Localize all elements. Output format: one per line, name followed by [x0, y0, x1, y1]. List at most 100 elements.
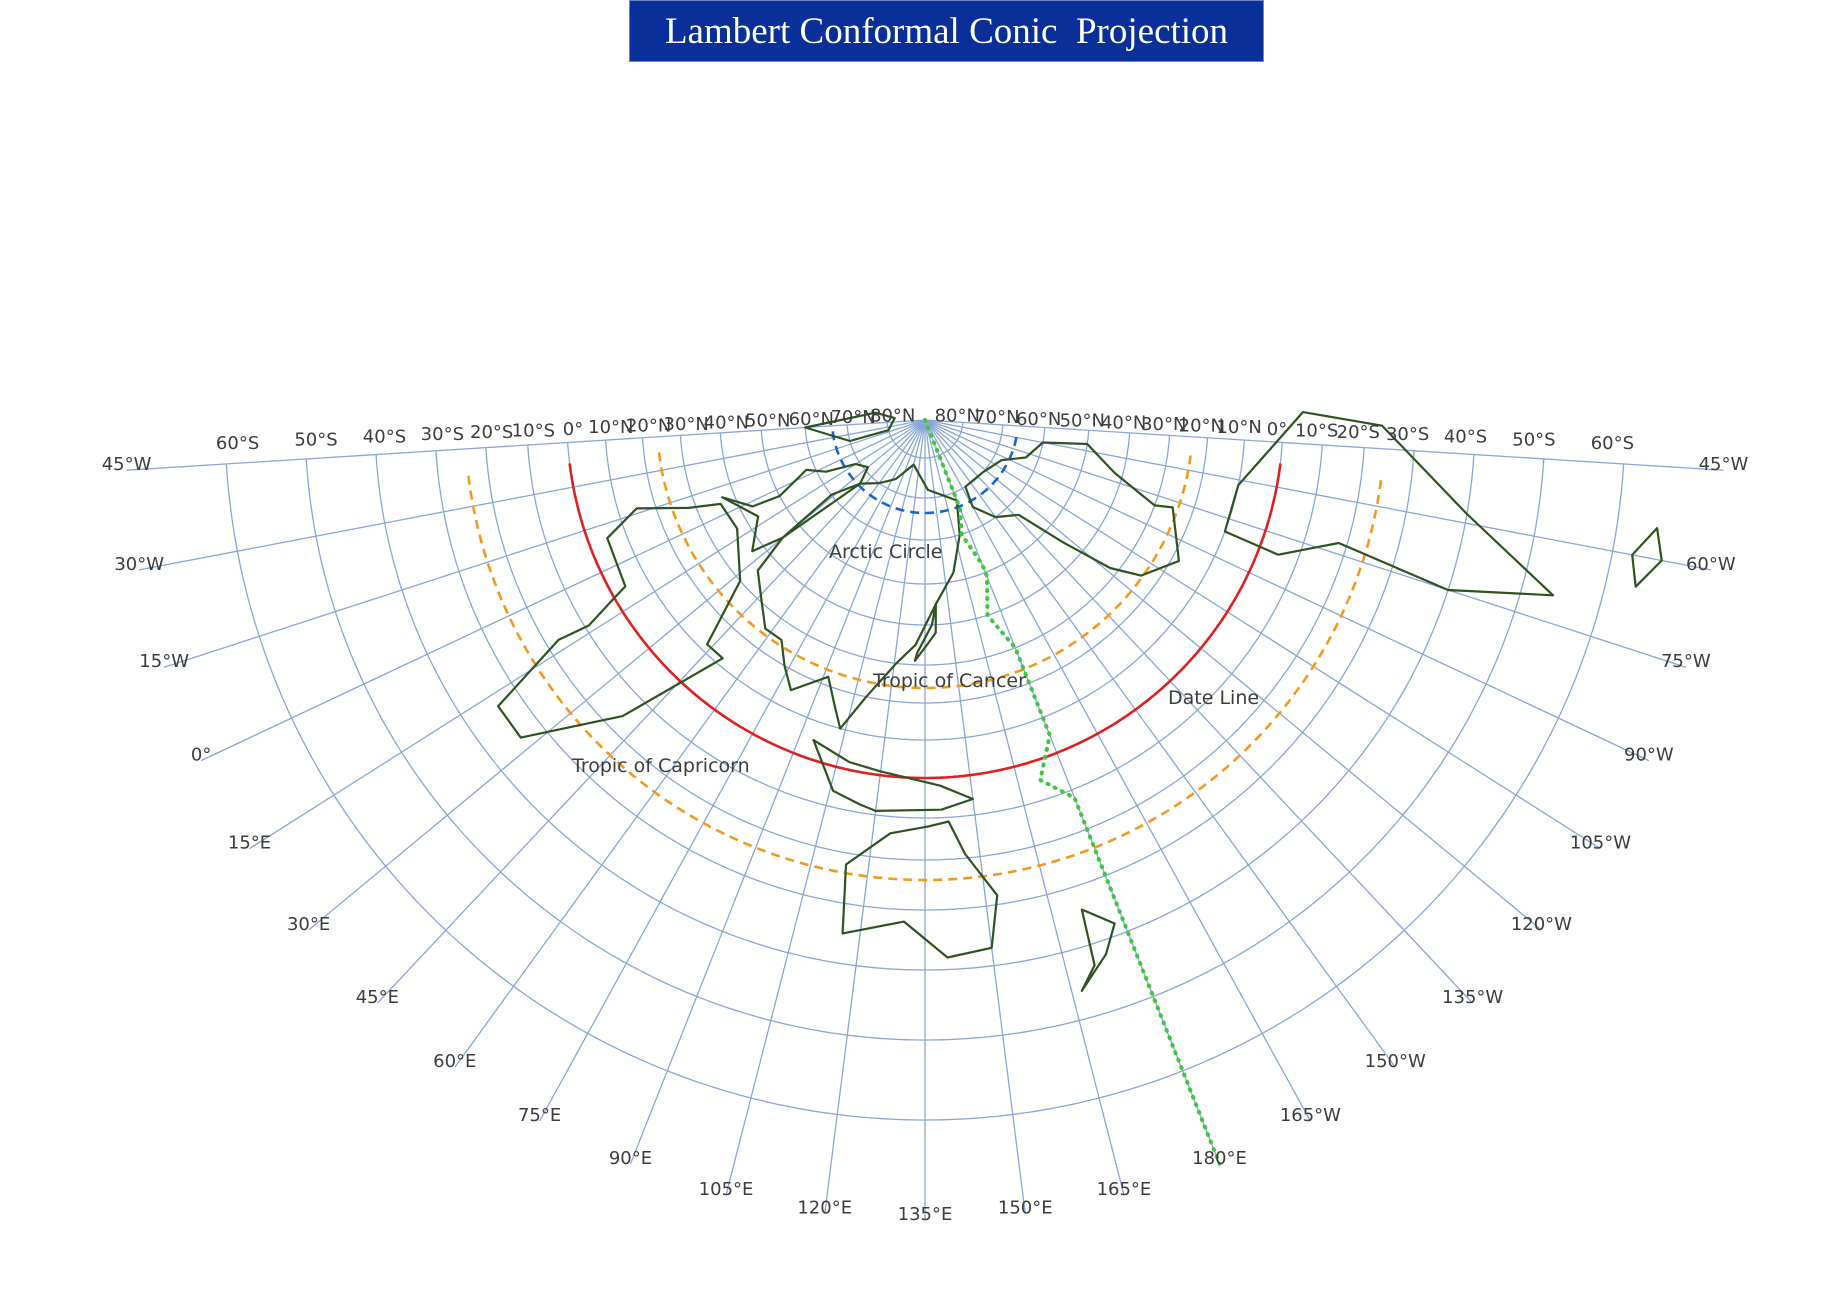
line-equator [568, 463, 1282, 780]
meridian-label: 90°W [1624, 745, 1674, 766]
meridian-label: 150°W [1365, 1051, 1426, 1072]
parallel-label: 30°S [1386, 424, 1429, 445]
coastline-7 [812, 739, 974, 812]
parallel-label: 10°S [1295, 420, 1338, 441]
meridian-label: 75°W [1661, 651, 1711, 672]
meridian-60 [454, 419, 926, 1068]
parallel-80 [886, 422, 964, 459]
label-date-line: Date Line [1168, 687, 1259, 709]
meridian-label: 30°W [114, 554, 164, 575]
meridian-225 [924, 419, 1474, 1004]
parallel-label: 10°N [1216, 417, 1261, 438]
label-tropic-of-capricorn: Tropic of Capricorn [571, 755, 750, 777]
meridian-label: 45°W [1699, 454, 1749, 475]
parallel-30 [679, 435, 1171, 666]
meridian-label: 150°E [998, 1198, 1053, 1219]
meridian-label: 60°E [433, 1051, 476, 1072]
line-tropic-of-cancer [657, 452, 1193, 690]
parallel-label: 10°S [512, 420, 555, 441]
coastline-4 [1223, 411, 1555, 597]
meridian-285 [924, 419, 1687, 668]
parallel-label: 20°N [1179, 416, 1224, 437]
parallel-label: 50°S [294, 430, 337, 451]
parallel-label: 20°N [626, 416, 671, 437]
parallel-label: 50°S [1512, 430, 1555, 451]
meridian-300 [924, 419, 1711, 571]
parallel--30 [435, 450, 1415, 911]
parallel-10 [604, 440, 1246, 741]
meridian-105 [725, 419, 926, 1196]
meridian-label: 165°W [1280, 1105, 1341, 1126]
meridian-label: 75°E [518, 1105, 561, 1126]
parallel-label: 50°N [1060, 411, 1105, 432]
meridian-label: 15°E [228, 833, 271, 854]
meridian--45 [126, 419, 926, 471]
meridian-75 [539, 419, 926, 1122]
meridian-label: 135°W [1442, 987, 1503, 1008]
meridian-label: 90°E [609, 1148, 652, 1169]
parallel-label: 30°N [664, 414, 709, 435]
annotations: Arctic Circle Tropic of Cancer Tropic of… [571, 541, 1259, 777]
parallel-label: 20°S [470, 422, 513, 443]
parallel-label: 70°N [830, 407, 875, 428]
meridian-label: 120°W [1511, 914, 1572, 935]
coastline-2 [756, 463, 961, 730]
meridian-195 [924, 419, 1311, 1122]
special-latitude-lines [467, 431, 1383, 882]
meridian-label: 45°E [356, 987, 399, 1008]
parallel--10 [527, 444, 1323, 819]
parallel-label: 40°S [1444, 427, 1487, 448]
meridian-30 [308, 419, 926, 931]
meridian-270 [924, 419, 1650, 762]
meridian-label: 105°W [1570, 833, 1631, 854]
coastline-1 [721, 463, 870, 553]
meridian-120 [824, 419, 926, 1214]
meridian-lines [126, 419, 1724, 1220]
coastline-5 [841, 820, 999, 959]
coastline-10 [1631, 527, 1663, 588]
meridian-label: 135°E [898, 1204, 953, 1225]
line-tropic-of-capricorn [467, 475, 1383, 882]
coastline-0 [497, 502, 742, 739]
parallel-label: 50°N [745, 411, 790, 432]
parallel-label: 60°N [789, 409, 834, 430]
meridian-210 [924, 419, 1396, 1068]
meridian-label: 0° [191, 745, 211, 766]
title-banner: Lambert Conformal Conic Projection [629, 0, 1264, 62]
parallel-label: 40°N [704, 412, 749, 433]
parallel-label: 10°N [588, 417, 633, 438]
coastline-3 [964, 441, 1180, 577]
meridian-240 [924, 419, 1542, 931]
parallel--60 [225, 463, 1625, 1121]
parallel-label: 40°S [363, 427, 406, 448]
parallel--20 [485, 447, 1365, 861]
date-line [923, 418, 1222, 1166]
parallel-label: 70°N [974, 407, 1019, 428]
parallel-label: 60°S [1591, 433, 1634, 454]
parallel-label: 60°S [216, 433, 259, 454]
coastline-8 [913, 603, 937, 662]
meridian-label: 165°E [1097, 1179, 1152, 1200]
parallel-20 [641, 437, 1209, 704]
meridian-label: 180°E [1192, 1148, 1247, 1169]
parallel-label: 80°N [935, 405, 980, 426]
parallel-label: 30°N [1141, 414, 1186, 435]
meridian-label: 105°E [699, 1179, 754, 1200]
coastline-9 [1080, 908, 1116, 992]
parallel-70 [846, 424, 1004, 499]
meridian-label: 45°W [102, 454, 152, 475]
parallel-label: 80°N [870, 405, 915, 426]
meridian--30 [139, 419, 926, 571]
coastlines [497, 411, 1663, 992]
meridian-45 [376, 419, 926, 1004]
map-title: Lambert Conformal Conic Projection [664, 10, 1229, 52]
parallel-label: 60°N [1016, 409, 1061, 430]
meridian-15 [249, 419, 926, 850]
parallel--50 [305, 458, 1545, 1041]
parallel-label: 0° [1267, 419, 1287, 440]
date-line-path [923, 418, 1222, 1166]
label-tropic-of-cancer: Tropic of Cancer [872, 670, 1026, 692]
graticule-labels: 0° 15°E 30°E 45°E 60°E 75°E 90°E 105°E 120°E 135°… [102, 405, 1749, 1225]
meridian-label: 15°W [139, 651, 189, 672]
